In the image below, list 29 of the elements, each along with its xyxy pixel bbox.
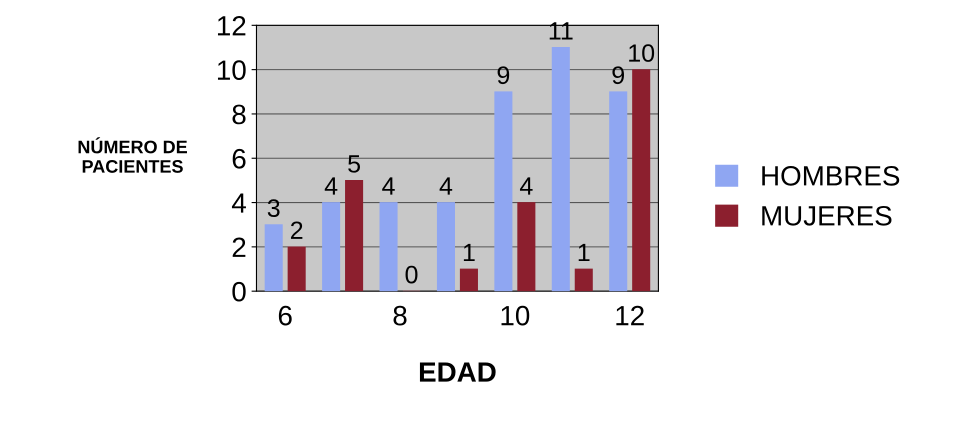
data-label: 1 — [464, 244, 475, 262]
data-label: 5 — [348, 155, 360, 173]
data-label: 1 — [578, 244, 590, 262]
y-tick-label: 6 — [232, 148, 246, 169]
y-tick-label: 2 — [232, 238, 246, 257]
y-tick-label: 4 — [232, 194, 246, 213]
data-label: 4 — [324, 177, 338, 195]
legend-label: HOMBRES — [762, 166, 900, 186]
x-tick-label: 6 — [278, 306, 292, 326]
data-label: 4 — [382, 177, 395, 195]
data-label: 4 — [520, 177, 533, 195]
data-label: 11 — [550, 22, 573, 40]
data-label: 10 — [629, 44, 654, 62]
legend-label: MUJERES — [762, 206, 892, 226]
y-tick-label: 8 — [232, 104, 246, 124]
data-label: 2 — [290, 221, 302, 239]
y-axis-title: NÚMERO DE PACIENTES — [78, 137, 187, 173]
y-tick-label: 0 — [232, 282, 246, 302]
y-tick-label: 12 — [218, 16, 246, 36]
x-tick-label: 8 — [394, 306, 407, 326]
x-tick-label: 10 — [502, 306, 530, 326]
data-label: 0 — [406, 266, 418, 284]
x-axis-title: EDAD — [420, 362, 496, 382]
data-label: 4 — [440, 177, 452, 195]
y-tick-label: 10 — [218, 60, 246, 80]
x-tick-label: 12 — [616, 306, 644, 326]
data-label: 9 — [498, 66, 510, 84]
data-label: 9 — [612, 66, 624, 84]
data-label: 3 — [268, 199, 280, 217]
